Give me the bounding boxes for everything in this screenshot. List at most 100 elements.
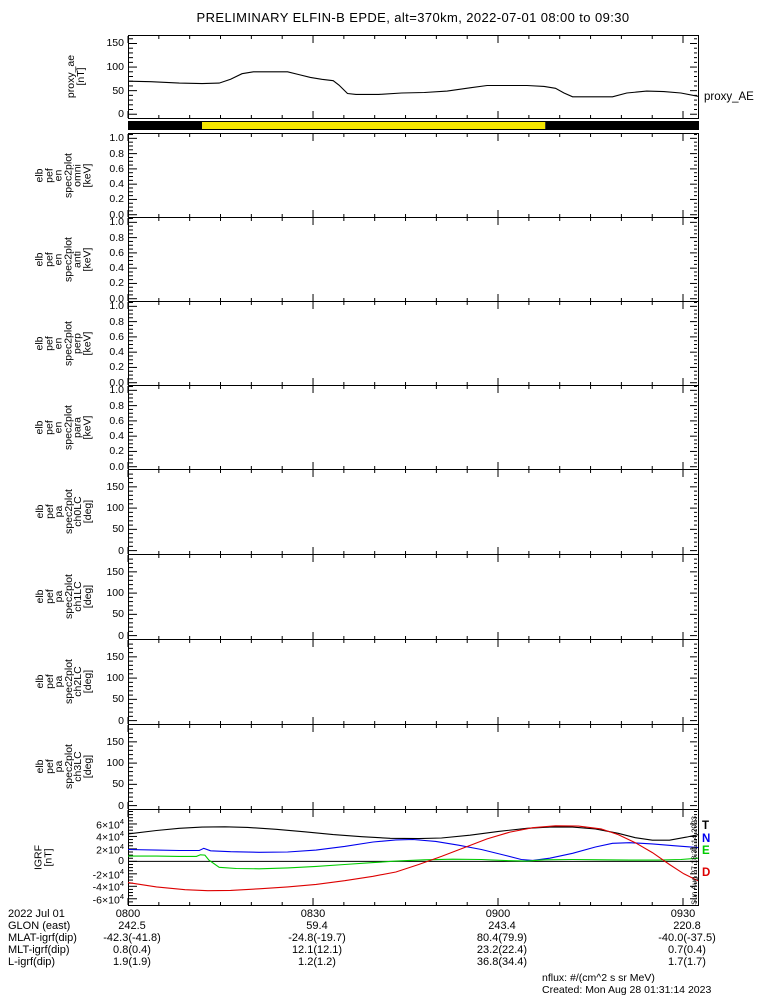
- axis-row-value: 1.7(1.7): [668, 956, 706, 968]
- axis-row-value: 59.4: [306, 920, 328, 932]
- panel-frame-proxy_ae: [128, 35, 699, 119]
- panel-frame-ch2LC: [128, 639, 699, 725]
- axis-row-label: L-igrf(dip): [8, 956, 56, 968]
- axis-row-value: -24.8(-19.7): [288, 932, 346, 944]
- availability-bar-segment: [128, 121, 203, 129]
- axis-row-value: 1.9(1.9): [113, 956, 151, 968]
- ytick-label-proxy_ae: 50: [112, 84, 124, 97]
- ytick-label-anti: 0.8: [109, 231, 124, 244]
- ytick-label-anti: 0.6: [109, 246, 124, 259]
- ytick-label-omni: 0.8: [109, 147, 124, 160]
- ytick-label-ch1LC: 100: [106, 587, 124, 600]
- ytick-label-ch1LC: 150: [106, 565, 124, 578]
- axis-date-label: 2022 Jul 01: [8, 908, 65, 920]
- ytick-label-igrf: 6×104: [96, 816, 124, 832]
- ytick-label-para: 0.6: [109, 414, 124, 427]
- ytick-label-ch3LC: 0: [118, 799, 124, 812]
- panel-frame-anti: [128, 217, 699, 302]
- proxy-ae-series-label: proxy_AE: [704, 91, 754, 103]
- series-line-D: [127, 825, 699, 892]
- ytick-label-ch2LC: 150: [106, 650, 124, 663]
- axis-row-value: 12.1(12.1): [291, 944, 343, 956]
- side-render-timestamp: Sun Aug 27 18:31:14 2023: [689, 816, 699, 905]
- axis-row-value: 80.4(79.9): [476, 932, 528, 944]
- axis-row-value: 23.2(22.4): [476, 944, 528, 956]
- ytick-label-ch0LC: 100: [106, 502, 124, 515]
- ytick-label-para: 0.8: [109, 399, 124, 412]
- series-line-T: [127, 826, 699, 841]
- ytick-label-igrf: -4×104: [92, 879, 124, 894]
- ytick-label-ch0LC: 50: [112, 523, 124, 536]
- ytick-label-igrf: -6×104: [92, 891, 124, 907]
- ytick-label-proxy_ae: 0: [118, 108, 124, 121]
- axis-row-value: 1.2(1.2): [298, 956, 336, 968]
- legend-T: T: [702, 820, 710, 832]
- ytick-label-ch3LC: 50: [112, 778, 124, 791]
- time-tick-label: 0800: [115, 908, 141, 920]
- axis-row-label: GLON (east): [8, 920, 71, 932]
- panel-frame-para: [128, 385, 699, 470]
- ytick-label-ch0LC: 150: [106, 480, 124, 493]
- ytick-label-para: 0.4: [109, 430, 124, 443]
- ytick-label-proxy_ae: 100: [106, 61, 124, 74]
- ytick-label-omni: 0.0: [109, 208, 124, 221]
- ytick-label-para: 0.0: [109, 460, 124, 473]
- axis-row-value: 0.8(0.4): [113, 944, 151, 956]
- axis-row-value: 0.7(0.4): [668, 944, 706, 956]
- panel-ylabel-igrf: IGRF [nT]: [32, 844, 55, 870]
- panel-frame-ch3LC: [128, 724, 699, 810]
- ytick-label-ch2LC: 50: [112, 693, 124, 706]
- panel-frame-ch0LC: [128, 469, 699, 555]
- legend-D: D: [702, 867, 711, 879]
- axis-row-label: MLT-igrf(dip): [8, 944, 70, 956]
- ytick-label-ch0LC: 0: [118, 544, 124, 557]
- ytick-label-anti: 0.2: [109, 277, 124, 290]
- ytick-label-para: 0.2: [109, 445, 124, 458]
- ytick-label-perp: 0.2: [109, 361, 124, 374]
- availability-bar-segment: [545, 121, 698, 129]
- ytick-label-anti: 1.0: [109, 216, 124, 229]
- legend-E: E: [702, 845, 710, 857]
- panel-frame-igrf: [128, 809, 699, 906]
- plot-title: PRELIMINARY ELFIN-B EPDE, alt=370km, 202…: [196, 10, 630, 25]
- ytick-label-perp: 1.0: [109, 300, 124, 313]
- time-tick-label: 0930: [670, 908, 696, 920]
- availability-bar-frame: [128, 121, 699, 130]
- ytick-label-perp: 0.4: [109, 346, 124, 359]
- ytick-label-perp: 0.8: [109, 315, 124, 328]
- axis-row-value: 220.8: [673, 920, 701, 932]
- ytick-label-omni: 0.2: [109, 193, 124, 206]
- ytick-label-ch1LC: 50: [112, 608, 124, 621]
- ytick-label-perp: 0.0: [109, 376, 124, 389]
- axis-row-value: 242.5: [118, 920, 146, 932]
- series-line-N: [127, 838, 699, 861]
- footer-created-timestamp: Created: Mon Aug 28 01:31:14 2023: [542, 984, 712, 996]
- panel-frame-perp: [128, 301, 699, 386]
- axis-row-value: -40.0(-37.5): [658, 932, 716, 944]
- ytick-label-proxy_ae: 150: [106, 37, 124, 50]
- ytick-label-ch2LC: 0: [118, 714, 124, 727]
- ytick-label-omni: 0.6: [109, 162, 124, 175]
- ytick-label-ch1LC: 0: [118, 629, 124, 642]
- ytick-label-igrf: -2×104: [92, 866, 124, 882]
- ytick-label-anti: 0.4: [109, 262, 124, 275]
- series-line-proxy_AE: [127, 71, 699, 98]
- panel-frame-ch1LC: [128, 554, 699, 640]
- ytick-label-perp: 0.6: [109, 330, 124, 343]
- time-tick-label: 0900: [485, 908, 511, 920]
- ytick-label-ch3LC: 100: [106, 757, 124, 770]
- axis-row-value: -42.3(-41.8): [103, 932, 161, 944]
- series-line-E: [128, 854, 699, 870]
- footer-nflux-units: nflux: #/(cm^2 s sr MeV): [542, 972, 655, 984]
- axis-row-value: 36.8(34.4): [476, 956, 528, 968]
- availability-bar-segment: [202, 121, 546, 129]
- ytick-label-igrf: 0: [118, 855, 124, 868]
- ytick-label-ch2LC: 100: [106, 672, 124, 685]
- time-tick-label: 0830: [300, 908, 326, 920]
- ytick-label-igrf: 4×104: [96, 829, 124, 844]
- legend-N: N: [702, 833, 711, 845]
- ytick-label-omni: 0.4: [109, 178, 124, 191]
- ytick-label-ch3LC: 150: [106, 735, 124, 748]
